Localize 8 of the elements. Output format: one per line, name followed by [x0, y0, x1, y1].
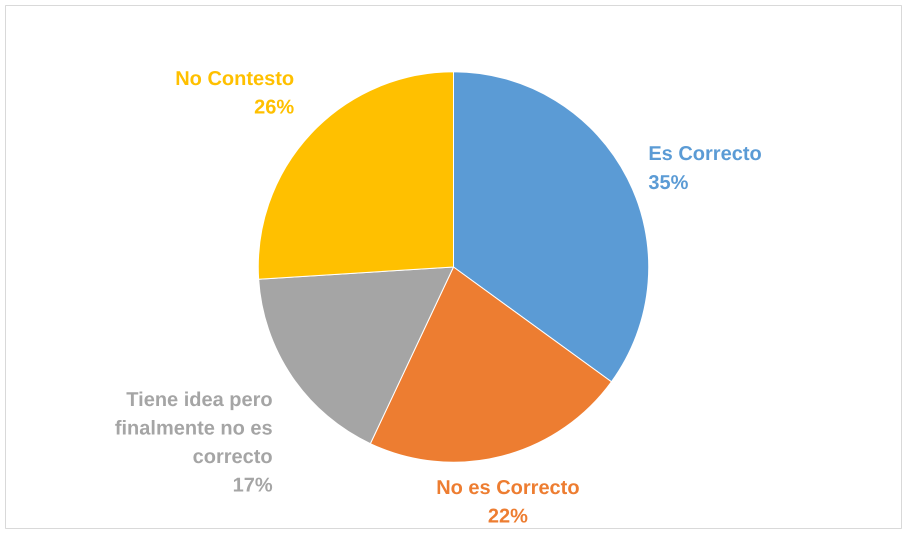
data-label: 22%: [488, 506, 528, 528]
data-label: 35%: [648, 172, 689, 194]
slice-label: Es Correcto: [648, 143, 762, 166]
data-label: 26%: [254, 96, 294, 118]
slice-label: Tiene idea pero finalmente no es correcto: [114, 388, 273, 468]
data-label: 17%: [232, 474, 273, 497]
slice-label: No Contesto: [175, 68, 294, 90]
slice-label: No es Correcto: [436, 477, 580, 500]
